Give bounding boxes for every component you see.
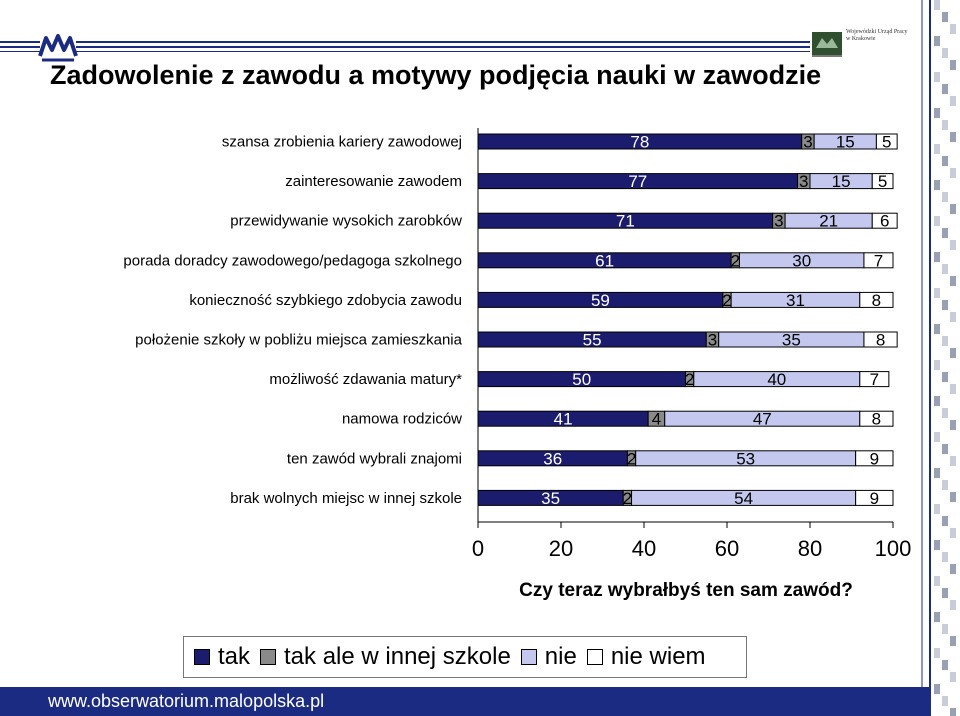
legend-swatch bbox=[520, 649, 537, 665]
right-border-decoration bbox=[921, 0, 960, 716]
data-label: 2 bbox=[627, 449, 636, 468]
data-label: 55 bbox=[583, 331, 602, 350]
legend-label: nie wiem bbox=[610, 643, 706, 670]
category-label: namowa rodziców bbox=[342, 411, 462, 428]
wup-krakow-logo-text: Wojewódzki Urząd Pracy w Krakowie bbox=[846, 29, 908, 42]
bar-segment bbox=[859, 371, 890, 388]
bar-segment bbox=[863, 252, 894, 269]
bar-segment bbox=[871, 212, 898, 229]
data-label: 59 bbox=[591, 291, 610, 310]
category-label: ten zawód wybrali znajomi bbox=[287, 450, 462, 467]
legend-label: nie bbox=[544, 643, 577, 670]
data-label: 9 bbox=[870, 449, 879, 468]
data-label: 35 bbox=[541, 489, 560, 508]
bar-segment bbox=[859, 410, 894, 427]
data-label: 5 bbox=[882, 133, 891, 152]
data-label: 53 bbox=[736, 449, 755, 468]
legend-swatch bbox=[194, 649, 210, 665]
data-label: 31 bbox=[786, 291, 805, 310]
data-label: 6 bbox=[880, 212, 889, 231]
x-tick-label: 80 bbox=[798, 536, 822, 561]
data-label: 35 bbox=[782, 331, 801, 350]
data-label: 2 bbox=[623, 489, 632, 508]
category-label: możliwość zdawania matury* bbox=[269, 371, 462, 388]
data-label: 3 bbox=[799, 172, 808, 191]
legend-item: nie wiem bbox=[586, 643, 706, 671]
legend-swatch bbox=[260, 649, 277, 665]
category-label: brak wolnych miejsc w innej szkole bbox=[230, 490, 462, 507]
bar-segment bbox=[859, 291, 894, 308]
bar-segment bbox=[855, 489, 894, 506]
page-title: Zadowolenie z zawodu a motywy podjęcia n… bbox=[50, 60, 822, 90]
wup-krakow-logo: Wojewódzki Urząd Pracy w Krakowie bbox=[812, 28, 910, 62]
legend-item: tak bbox=[194, 643, 250, 671]
data-label: 40 bbox=[767, 370, 786, 389]
data-label: 15 bbox=[832, 172, 851, 191]
data-label: 3 bbox=[708, 331, 717, 350]
data-label: 78 bbox=[630, 133, 649, 152]
category-label: konieczność szybkiego zdobycia zawodu bbox=[189, 292, 462, 309]
data-label: 15 bbox=[836, 133, 855, 152]
category-label: porada doradcy zawodowego/pedagoga szkol… bbox=[123, 252, 462, 269]
category-label: położenie szkoły w pobliżu miejsca zamie… bbox=[135, 332, 462, 349]
data-label: 7 bbox=[870, 370, 879, 389]
data-label: 2 bbox=[731, 251, 740, 270]
bar-segment bbox=[855, 450, 894, 467]
data-label: 9 bbox=[870, 489, 879, 508]
legend-label: tak bbox=[218, 643, 251, 670]
category-label: przewidywanie wysokich zarobków bbox=[230, 213, 462, 230]
legend-label: tak ale w innej szkole bbox=[284, 643, 511, 670]
bar-segment bbox=[863, 331, 898, 348]
x-tick-label: 20 bbox=[549, 536, 573, 561]
stacked-bar-chart: 78 3 15 577 3 15 571 3 21 661 2 30 759 2 31 855 3 35 850 2 4… bbox=[123, 128, 912, 601]
header-decoration bbox=[0, 41, 810, 52]
data-label: 71 bbox=[616, 212, 635, 231]
data-label: 61 bbox=[595, 251, 614, 270]
legend-swatch bbox=[586, 649, 603, 665]
chart-legend: tak tak ale w innej szkole nie nie wiem bbox=[183, 636, 747, 678]
obserwatorium-logo-icon bbox=[38, 34, 78, 62]
legend-item: nie bbox=[520, 643, 577, 671]
x-axis-label: Czy teraz wybrałbyś ten sam zawód? bbox=[519, 580, 853, 601]
x-tick-label: 100 bbox=[875, 536, 912, 561]
data-label: 5 bbox=[878, 172, 887, 191]
data-label: 30 bbox=[792, 251, 811, 270]
data-label: 2 bbox=[722, 291, 731, 310]
data-label: 54 bbox=[734, 489, 753, 508]
data-label: 4 bbox=[652, 410, 661, 429]
data-label: 41 bbox=[554, 410, 573, 429]
data-label: 21 bbox=[819, 212, 838, 231]
data-label: 7 bbox=[874, 251, 883, 270]
data-label: 47 bbox=[753, 410, 772, 429]
data-label: 50 bbox=[572, 370, 591, 389]
data-label: 3 bbox=[803, 133, 812, 152]
data-label: 36 bbox=[543, 449, 562, 468]
category-label: szansa zrobienia kariery zawodowej bbox=[222, 134, 462, 151]
x-tick-label: 60 bbox=[715, 536, 739, 561]
data-label: 77 bbox=[628, 172, 647, 191]
eagle-emblem-icon bbox=[812, 32, 842, 57]
x-tick-label: 40 bbox=[632, 536, 656, 561]
x-tick-label: 0 bbox=[472, 536, 484, 561]
data-label: 3 bbox=[774, 212, 783, 231]
bar-segment bbox=[871, 173, 894, 190]
category-label: zainteresowanie zawodem bbox=[285, 173, 462, 190]
legend-item: tak ale w innej szkole bbox=[260, 643, 511, 671]
data-label: 2 bbox=[685, 370, 694, 389]
data-label: 8 bbox=[872, 410, 881, 429]
bar-segment bbox=[875, 133, 898, 150]
data-label: 8 bbox=[872, 291, 881, 310]
footer-url: www.obserwatorium.malopolska.pl bbox=[0, 687, 930, 716]
data-label: 8 bbox=[876, 331, 885, 350]
